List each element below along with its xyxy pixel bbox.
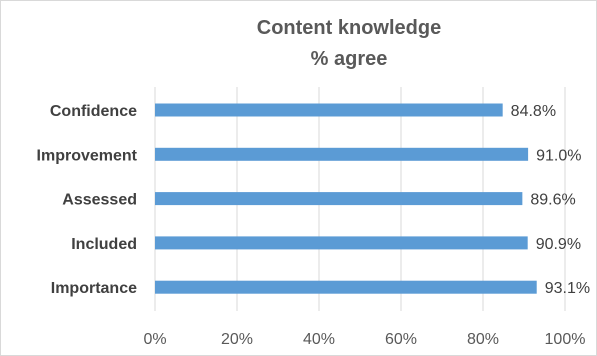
data-label: 90.9% <box>536 236 581 253</box>
data-label: 84.8% <box>511 103 556 120</box>
x-tick-label: 0% <box>143 331 166 348</box>
labels: 0% 20% 40% 60% 80% 100% Confidence 84.8% Improve… <box>37 103 591 348</box>
chart-title: Content knowledge <box>257 17 441 39</box>
chart-subtitle: % agree <box>311 48 388 70</box>
data-label: 91.0% <box>536 147 581 164</box>
bar-confidence <box>155 103 503 117</box>
x-tick-label: 80% <box>467 331 499 348</box>
category-label: Improvement <box>37 147 138 164</box>
bar-included <box>155 236 528 250</box>
category-label: Confidence <box>50 103 137 120</box>
bar-assessed <box>155 192 523 206</box>
bar-importance <box>155 280 537 294</box>
bar-improvement <box>155 147 529 161</box>
x-tick-label: 100% <box>545 331 586 348</box>
data-label: 93.1% <box>545 280 590 297</box>
bars <box>155 103 537 294</box>
x-tick-label: 40% <box>303 331 335 348</box>
data-label: 89.6% <box>530 192 575 209</box>
x-tick-label: 60% <box>385 331 417 348</box>
category-label: Assessed <box>62 192 137 209</box>
category-label: Importance <box>51 280 137 297</box>
category-label: Included <box>71 236 137 253</box>
x-tick-label: 20% <box>221 331 253 348</box>
